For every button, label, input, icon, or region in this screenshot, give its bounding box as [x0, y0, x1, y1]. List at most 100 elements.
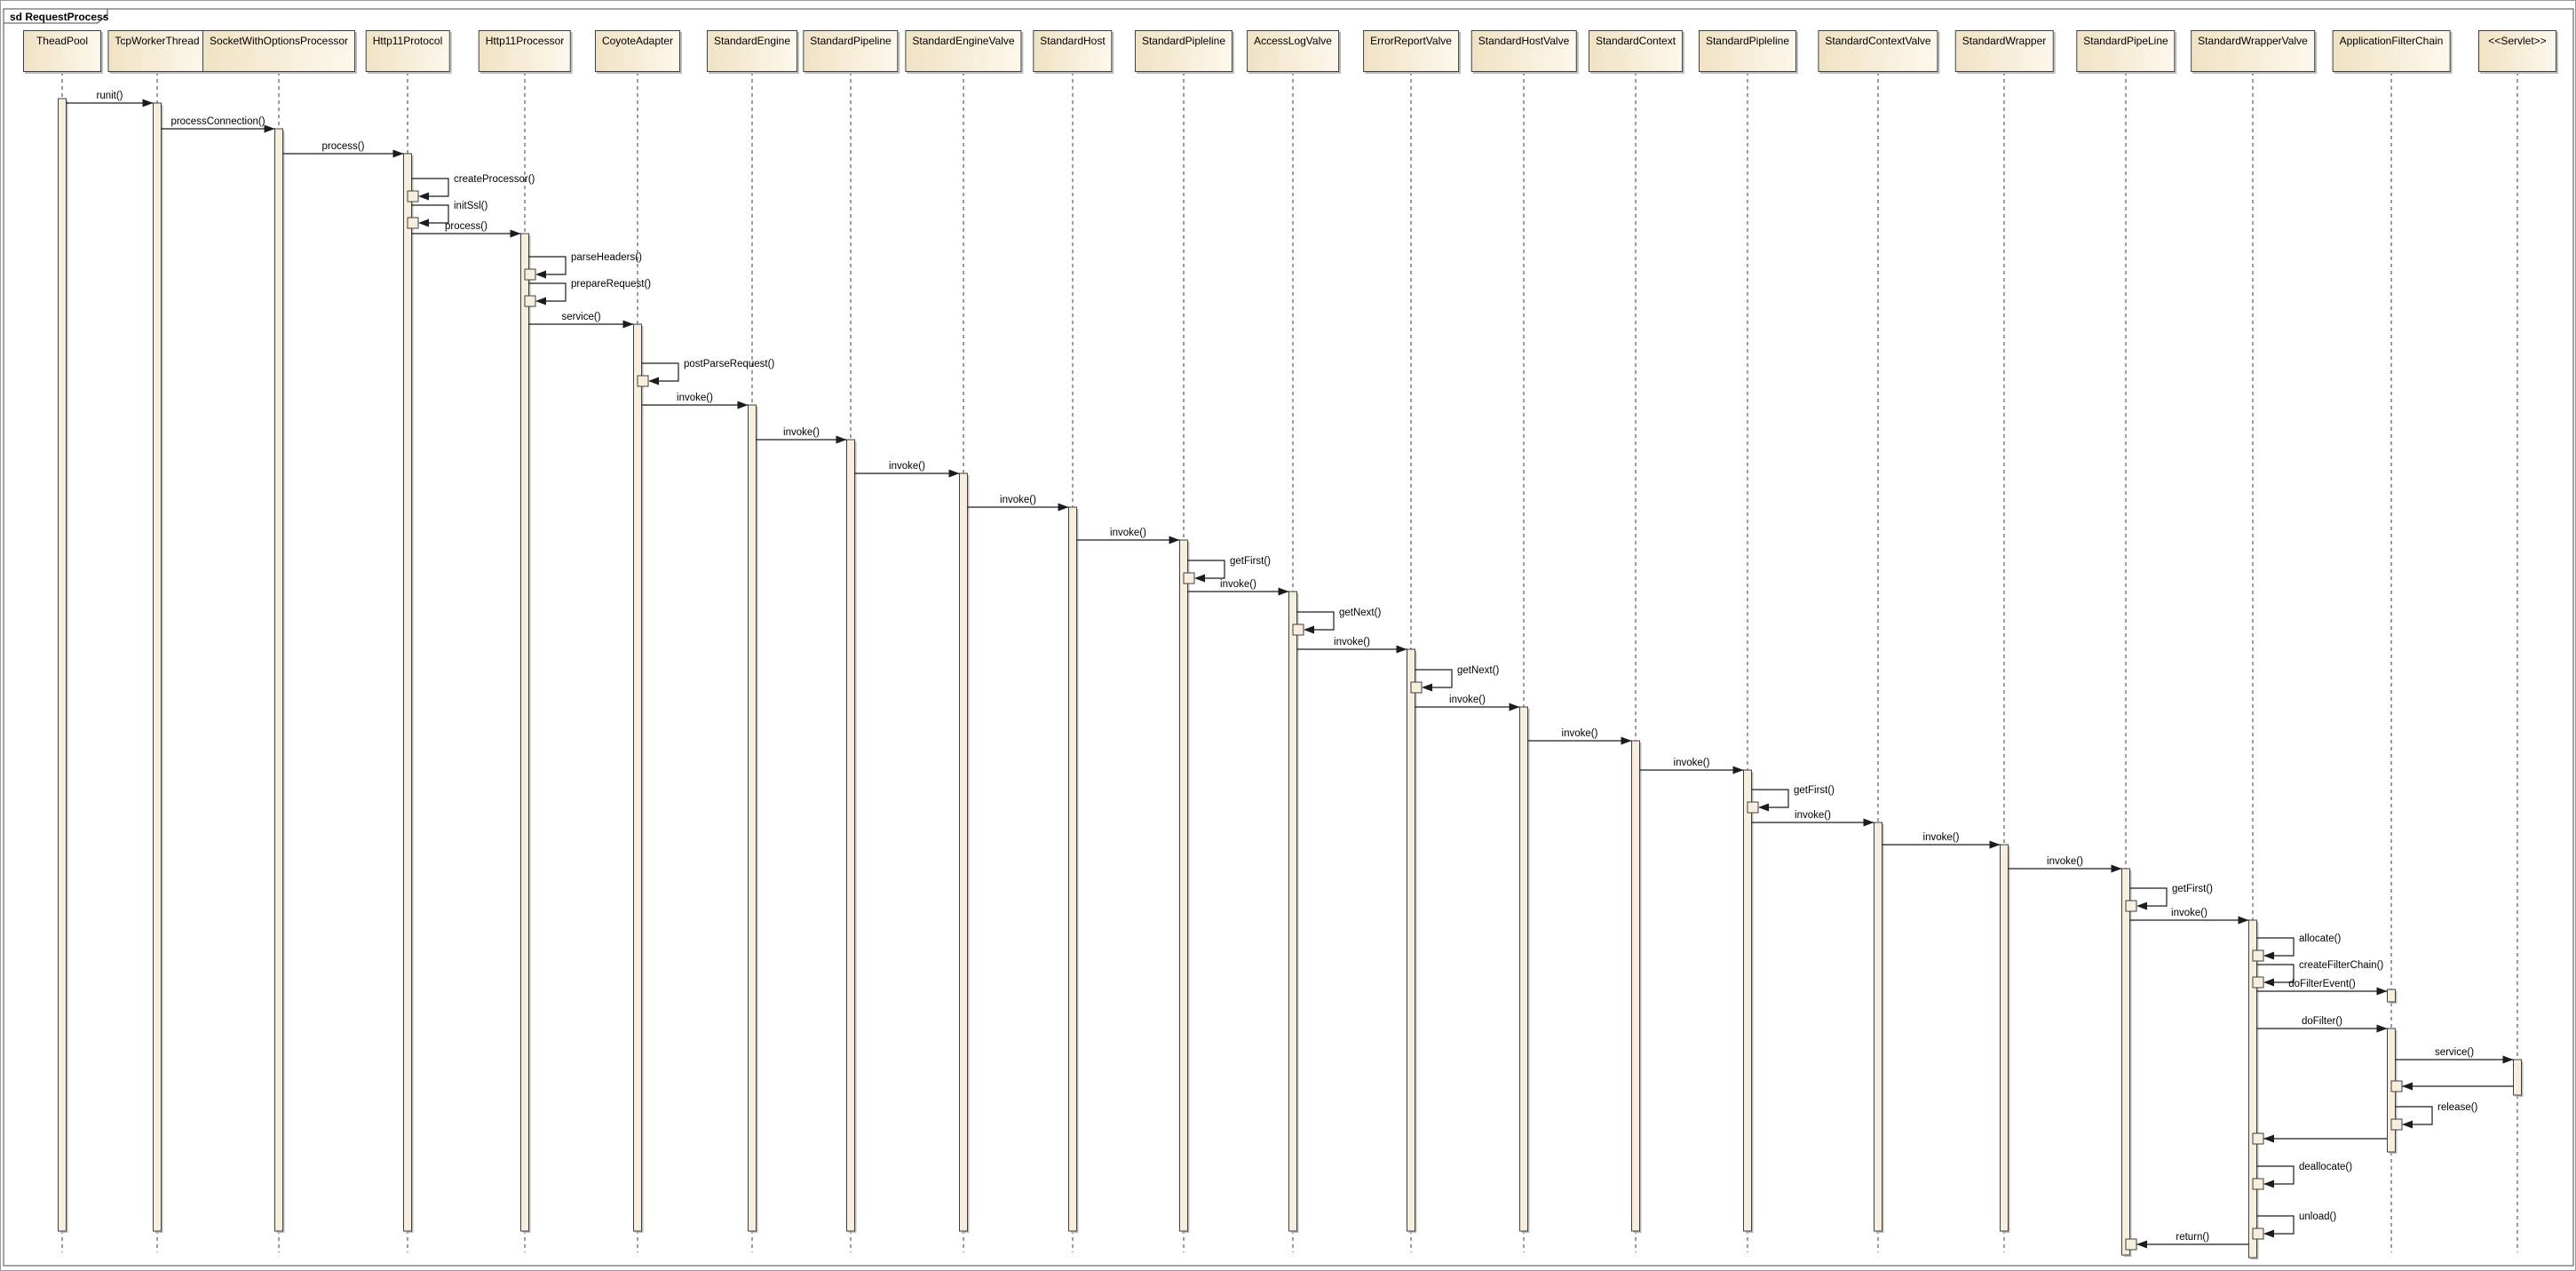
lifeline-label: TheadPool	[36, 35, 89, 47]
lifeline-label: AccessLogValve	[1254, 35, 1332, 47]
message-label: deallocate()	[2299, 1162, 2352, 1172]
message-label: allocate()	[2299, 933, 2341, 944]
lifeline-header: ErrorReportValve	[1363, 30, 1459, 72]
activation-bar	[633, 323, 642, 1232]
message-label: createProcessor()	[454, 174, 535, 185]
message-label: invoke()	[1449, 695, 1486, 705]
arrowhead	[2263, 978, 2274, 987]
arrowhead	[535, 297, 546, 306]
message-label: process()	[322, 141, 365, 152]
lifeline-label: StandardContextValve	[1825, 35, 1931, 47]
lifeline-header: StandardWrapperValve	[2191, 30, 2315, 72]
arrowhead	[392, 149, 404, 158]
activation-bar	[2000, 844, 2009, 1232]
activation-bar	[1179, 539, 1188, 1232]
nested-activation	[1292, 624, 1304, 636]
message-label: invoke()	[677, 393, 713, 403]
arrowhead	[1863, 818, 1875, 827]
activation-bar	[1519, 706, 1528, 1232]
lifeline-header: StandardPipeLine	[2076, 30, 2176, 72]
frame-title-tab	[3, 8, 108, 24]
arrowhead	[2111, 864, 2122, 873]
arrowhead	[1989, 840, 2001, 849]
activation-bar	[58, 98, 67, 1232]
arrowhead	[535, 270, 546, 279]
message-label: invoke()	[2171, 908, 2207, 918]
lifeline-label: ApplicationFilterChain	[2339, 35, 2444, 47]
self-message-loop	[2395, 1106, 2433, 1125]
message-label: service()	[561, 312, 600, 322]
nested-activation	[637, 375, 649, 387]
message-label: createFilterChain()	[2299, 960, 2383, 971]
activation-bar	[520, 233, 529, 1232]
message-label: getFirst()	[1230, 556, 1271, 567]
lifeline-label: StandardPipeline	[810, 35, 892, 47]
lifeline-label: CoyoteAdapter	[601, 35, 674, 47]
lifeline-label: ErrorReportValve	[1370, 35, 1452, 47]
self-message-loop	[1415, 669, 1453, 688]
message-label: postParseRequest()	[684, 359, 774, 369]
activation-bar	[2121, 868, 2130, 1256]
arrowhead	[648, 377, 659, 385]
nested-activation	[1747, 801, 1759, 814]
message-label: return()	[2176, 1232, 2209, 1243]
lifeline-header: StandardHost	[1033, 30, 1113, 72]
nested-activation	[407, 217, 419, 229]
lifeline-label: Http11Processor	[485, 35, 565, 47]
message-label: invoke()	[1674, 758, 1710, 768]
message-label: getNext()	[1339, 608, 1381, 618]
self-message-loop	[641, 362, 679, 382]
arrowhead	[1194, 574, 1205, 583]
activation-bar	[1068, 506, 1077, 1232]
arrowhead	[2263, 1134, 2274, 1143]
message-label: invoke()	[783, 427, 820, 438]
arrowhead	[1732, 766, 1744, 775]
message-label: invoke()	[1110, 528, 1146, 538]
arrowhead	[1304, 625, 1314, 634]
nested-activation	[2252, 1132, 2264, 1145]
arrowhead	[1169, 536, 1180, 544]
frame-title: sd RequestProcess	[10, 11, 109, 23]
message-label: getFirst()	[1794, 785, 1835, 796]
lifeline-label: StandardHost	[1040, 35, 1106, 47]
nested-activation	[2125, 900, 2137, 912]
arrowhead	[2376, 1024, 2388, 1033]
lifeline-label: StandardWrapperValve	[2198, 35, 2308, 47]
arrowhead	[737, 401, 749, 409]
activation-bar	[1874, 822, 1882, 1232]
message-label: prepareRequest()	[571, 279, 651, 290]
lifeline-header: SocketWithOptionsProcessor	[202, 30, 356, 72]
arrowhead	[948, 469, 960, 478]
message-label: getNext()	[1457, 665, 1499, 676]
arrowhead	[2263, 1229, 2274, 1238]
self-message-loop	[2256, 964, 2295, 983]
nested-activation	[1183, 572, 1195, 584]
lifeline-header: StandardHostValve	[1470, 30, 1577, 72]
nested-activation	[2390, 1118, 2403, 1131]
arrowhead	[418, 192, 429, 201]
activation-bar	[153, 102, 162, 1232]
message-label: invoke()	[2047, 856, 2083, 867]
nested-activation	[2252, 949, 2264, 962]
message-label: invoke()	[1795, 810, 1831, 821]
lifeline-header: StandardEngineValve	[905, 30, 1022, 72]
message-label: doFilter()	[2302, 1016, 2342, 1027]
arrowhead	[510, 229, 521, 238]
lifeline-label: StandardHostValve	[1478, 35, 1570, 47]
message-label: unload()	[2299, 1211, 2336, 1222]
arrowhead	[142, 99, 154, 107]
lifeline-header: Http11Processor	[478, 30, 572, 72]
self-message-loop	[1296, 611, 1335, 631]
arrowhead	[1422, 683, 1432, 692]
arrowhead	[622, 320, 634, 329]
nested-activation	[2252, 1178, 2264, 1190]
nested-activation	[2252, 976, 2264, 989]
activation-bar	[403, 153, 412, 1232]
arrowhead	[2263, 951, 2274, 960]
activation-bar	[2513, 1059, 2522, 1096]
lifeline-header: StandardWrapper	[1954, 30, 2054, 72]
arrowhead	[1278, 587, 1289, 596]
arrowhead	[1758, 803, 1769, 812]
message-label: invoke()	[1220, 579, 1256, 590]
